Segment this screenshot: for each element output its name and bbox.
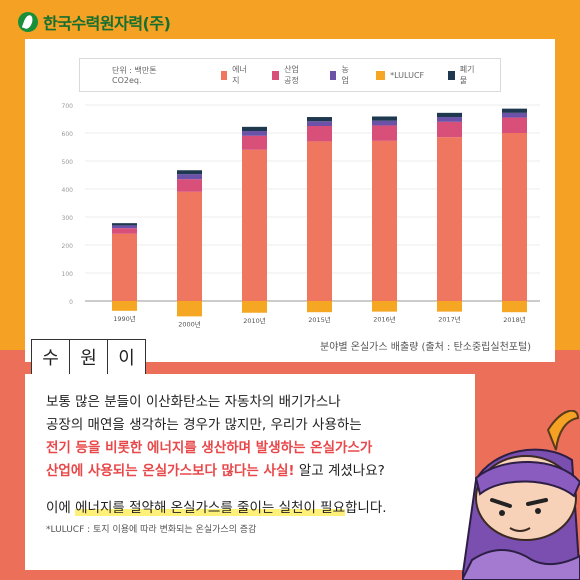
body-line-4-highlight: 산업에 사용되는 온실가스보다 많다는 사실! [46, 463, 295, 479]
bar-4-5 [437, 112, 462, 118]
bar-3-3 [307, 301, 332, 313]
footnote: *LULUCF : 토지 이용에 따라 변화되는 온실가스의 증감 [46, 525, 257, 535]
legend-label-3: *LULUCF [390, 70, 425, 80]
legend-unit: 단위 : 백만톤 CO2eq. [112, 66, 157, 85]
y-tick-label-6: 600 [62, 131, 74, 138]
y-tick-label-3: 300 [62, 215, 74, 222]
bar-3-1 [177, 301, 202, 317]
x-tick-label-2: 2010년 [243, 316, 266, 325]
legend-item-4: 폐기물 [448, 64, 476, 86]
y-tick-label-4: 400 [62, 187, 74, 194]
bar-0-6 [502, 133, 527, 301]
bar-1-0 [112, 228, 137, 234]
bar-3-6 [502, 301, 527, 313]
y-tick-label-5: 500 [62, 159, 74, 166]
bar-3-5 [437, 301, 462, 312]
name-char-3: 이 [118, 348, 135, 369]
x-tick-label-5: 2017년 [438, 315, 461, 324]
bar-2-6 [502, 112, 527, 118]
x-tick-label-4: 2016년 [373, 315, 396, 324]
bar-3-0 [112, 301, 137, 311]
body-line-3: 전기 등을 비롯한 에너지를 생산하며 발생하는 온실가스가 [46, 440, 373, 456]
legend-swatch-4 [448, 70, 455, 80]
bar-2-3 [307, 121, 332, 126]
character-illustration [462, 410, 580, 580]
logo-text: 한국수력원자력(주) [43, 14, 171, 33]
chart-legend: 단위 : 백만톤 CO2eq. 에너지 산업공정 농업 *LULUCF 폐기물 [79, 58, 501, 92]
stacked-bar-chart: 0 100 200 300 400 500 600 700 1990년 2000년 2010년 201… [62, 103, 540, 328]
bar-1-2 [242, 135, 267, 150]
bar-0-5 [437, 137, 462, 301]
legend-item-1: 산업공정 [272, 64, 306, 86]
x-tick-label-3: 2015년 [308, 315, 331, 324]
bar-4-6 [502, 108, 527, 113]
bar-1-1 [177, 179, 202, 192]
bar-4-3 [307, 117, 332, 122]
legend-label-0: 에너지 [232, 65, 247, 85]
x-tick-label-1: 2000년 [178, 319, 201, 328]
bar-2-0 [112, 225, 137, 229]
logo-leaf-icon [18, 12, 38, 32]
name-char-1: 수 [32, 340, 70, 374]
bar-3-2 [242, 301, 267, 313]
bar-2-2 [242, 131, 267, 136]
bar-0-3 [307, 141, 332, 301]
logo: 한국수력원자력(주) [18, 10, 171, 34]
body-line-4: 산업에 사용되는 온실가스보다 많다는 사실! 알고 계셨나요? [46, 459, 385, 479]
body-line-5-a: 이에 [46, 500, 76, 516]
legend-swatch-2 [329, 70, 337, 80]
legend-item-2: 농업 [329, 64, 352, 86]
y-tick-label-1: 100 [62, 271, 74, 278]
bar-4-0 [112, 223, 137, 226]
legend-item-0: 에너지 [220, 64, 249, 86]
bar-2-1 [177, 174, 202, 180]
legend-swatch-1 [272, 70, 280, 80]
bar-0-2 [242, 149, 267, 301]
bar-4-1 [177, 170, 202, 175]
bar-1-4 [372, 125, 397, 141]
legend-label-4: 폐기물 [459, 65, 475, 85]
body-line-5-b: 합니다. [345, 500, 387, 516]
x-tick-label-0: 1990년 [113, 314, 136, 323]
body-line-5-mark: 에너지를 절약해 온실가스를 줄이는 실천이 필요 [75, 500, 345, 516]
body-line-1: 보통 많은 분들이 이산화탄소는 자동차의 배기가스나 [46, 394, 341, 410]
y-tick-label-2: 200 [62, 243, 74, 250]
body-line-4-rest: 알고 계셨나요? [294, 463, 385, 479]
chart-caption: 분야별 온실가스 배출량 (출처 : 탄소중립실천포털) [320, 342, 532, 353]
bar-2-5 [437, 117, 462, 122]
character-name-box: 수 원 이 [31, 339, 146, 375]
legend-swatch-3 [376, 70, 386, 80]
dialogue-box: 보통 많은 분들이 이산화탄소는 자동차의 배기가스나 공장의 매연을 생각하는… [25, 374, 475, 570]
legend-item-3: *LULUCF [376, 70, 425, 80]
legend-label-2: 농업 [341, 65, 349, 85]
legend-swatch-0 [220, 70, 228, 80]
legend-label-1: 산업공정 [284, 65, 299, 85]
bar-4-2 [242, 126, 267, 132]
bar-0-1 [177, 191, 202, 301]
y-tick-label-7: 700 [62, 103, 74, 110]
chart-card: 0 100 200 300 400 500 600 700 1990년 2000년 2010년 201… [25, 39, 555, 362]
name-char-2: 원 [70, 340, 108, 374]
bar-1-3 [307, 126, 332, 142]
bar-0-0 [112, 233, 137, 301]
bar-3-4 [372, 301, 397, 312]
y-tick-label-0: 0 [69, 299, 73, 306]
bar-1-6 [502, 117, 527, 133]
bar-2-4 [372, 120, 397, 126]
bar-0-4 [372, 140, 397, 301]
body-line-5: 이에 에너지를 절약해 온실가스를 줄이는 실천이 필요합니다. [46, 496, 387, 516]
bar-4-4 [372, 116, 397, 121]
body-line-2: 공장의 매연을 생각하는 경우가 많지만, 우리가 사용하는 [46, 417, 362, 433]
x-tick-label-6: 2018년 [503, 315, 526, 324]
bar-1-5 [437, 121, 462, 138]
